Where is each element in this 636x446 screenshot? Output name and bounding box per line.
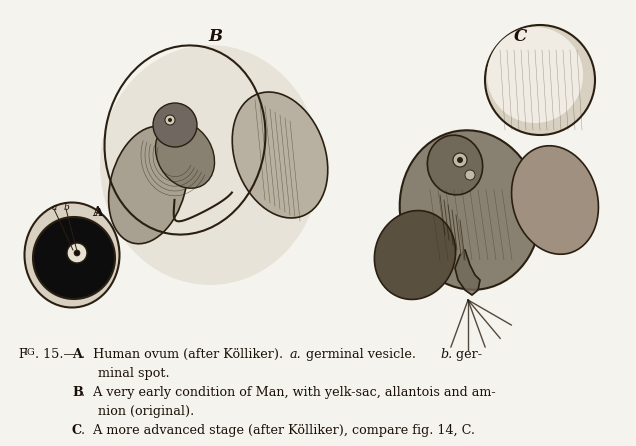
Text: minal spot.: minal spot. <box>98 367 170 380</box>
Text: A: A <box>94 207 102 219</box>
Text: B: B <box>72 386 83 399</box>
Circle shape <box>74 250 80 256</box>
Ellipse shape <box>511 146 598 254</box>
Text: . 15.—: . 15.— <box>35 348 76 361</box>
Circle shape <box>153 103 197 147</box>
Text: germinal vesicle.: germinal vesicle. <box>302 348 428 361</box>
Circle shape <box>457 157 463 163</box>
Circle shape <box>165 115 175 125</box>
Ellipse shape <box>25 202 120 307</box>
Ellipse shape <box>427 135 483 195</box>
Text: C: C <box>513 28 527 45</box>
Text: a: a <box>52 202 57 211</box>
Text: nion (original).: nion (original). <box>98 405 194 418</box>
Text: b: b <box>63 202 69 211</box>
Circle shape <box>33 217 115 299</box>
Ellipse shape <box>100 45 320 285</box>
Text: IG: IG <box>23 348 35 357</box>
Circle shape <box>465 170 475 180</box>
Circle shape <box>67 243 87 263</box>
Text: b.: b. <box>440 348 452 361</box>
Circle shape <box>168 118 172 122</box>
Ellipse shape <box>109 126 188 244</box>
Text: ger-: ger- <box>452 348 482 361</box>
Text: F: F <box>18 348 26 361</box>
Text: .  A more advanced stage (after Kölliker), compare fig. 14, C.: . A more advanced stage (after Kölliker)… <box>81 424 475 437</box>
Text: C: C <box>72 424 82 437</box>
Text: A: A <box>72 348 82 361</box>
Text: A: A <box>92 206 102 219</box>
Text: B: B <box>208 28 222 45</box>
Ellipse shape <box>375 211 455 299</box>
Ellipse shape <box>399 130 541 290</box>
Ellipse shape <box>232 92 328 218</box>
Circle shape <box>487 27 583 123</box>
Circle shape <box>453 153 467 167</box>
Circle shape <box>485 25 595 135</box>
Text: a.: a. <box>290 348 301 361</box>
Text: .  A very early condition of Man, with yelk-sac, allantois and am-: . A very early condition of Man, with ye… <box>81 386 495 399</box>
Text: .  Human ovum (after Kölliker).: . Human ovum (after Kölliker). <box>81 348 295 361</box>
Ellipse shape <box>155 122 214 188</box>
Polygon shape <box>455 250 480 295</box>
